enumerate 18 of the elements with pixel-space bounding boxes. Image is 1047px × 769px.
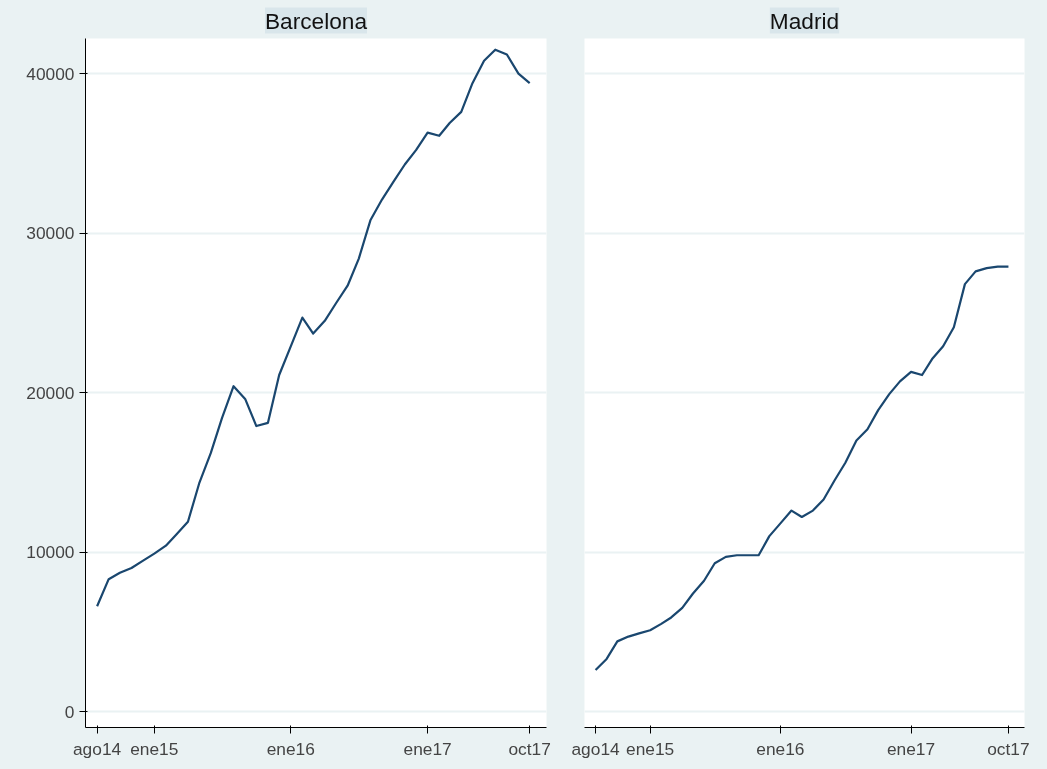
y-tick-label: 40000	[26, 63, 75, 84]
x-tick-label: ene15	[626, 738, 675, 759]
chart-title: Barcelona	[264, 7, 368, 34]
y-tick-label: 10000	[26, 542, 75, 563]
x-tick-label: ene15	[130, 738, 179, 759]
x-tick-label: ene16	[266, 738, 315, 759]
x-tick-label: oct17	[987, 738, 1030, 759]
y-tick-label: 0	[64, 701, 75, 722]
x-tick-label: ago14	[73, 738, 122, 759]
x-tick-label: oct17	[508, 738, 551, 759]
x-tick-label: ene17	[403, 738, 452, 759]
x-tick-label: ago14	[571, 738, 621, 759]
y-tick-label: 30000	[26, 223, 75, 244]
x-tick-label: ene17	[886, 738, 936, 759]
chart-title: Madrid	[769, 7, 840, 34]
x-tick-label: ene16	[756, 738, 805, 759]
y-tick-label: 20000	[26, 382, 75, 403]
line-series	[95, 48, 531, 608]
